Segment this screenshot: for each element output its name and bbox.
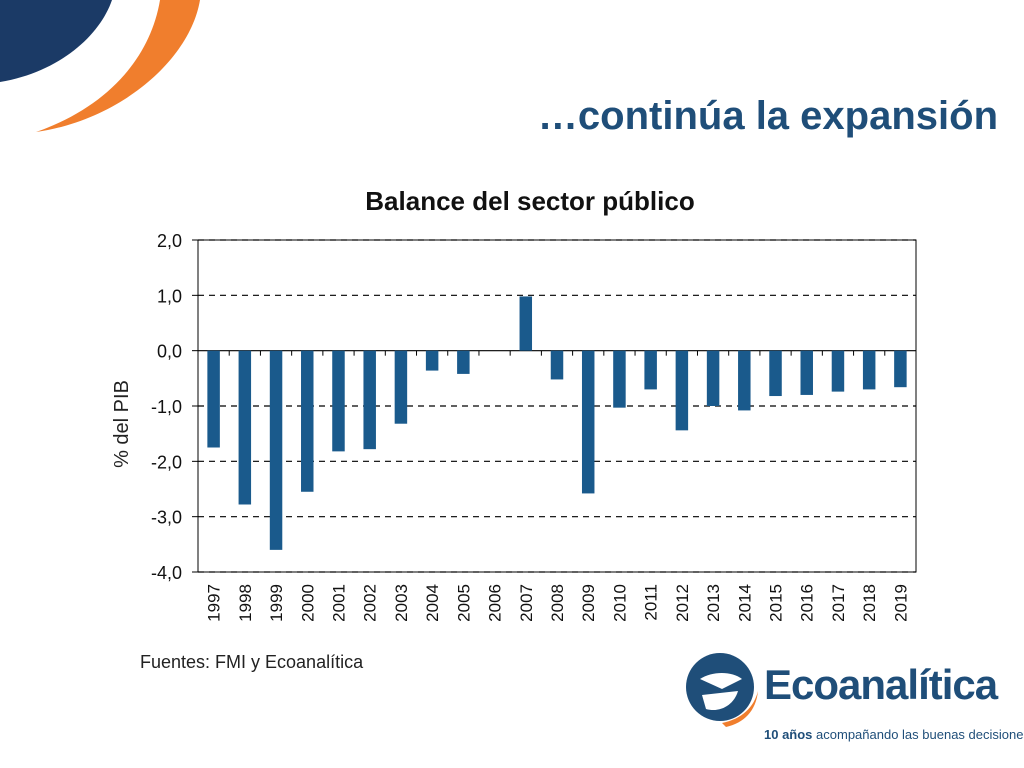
x-tick-label: 2001: [329, 584, 348, 622]
x-tick-label: 2015: [767, 584, 786, 622]
y-tick-labels: 2,0 1,0 0,0 -1,0 -2,0 -3,0 -4,0: [151, 231, 182, 583]
bar-2001: [332, 350, 345, 452]
bar-2015: [769, 350, 782, 397]
bar-2013: [706, 350, 720, 406]
x-tick-label: 2017: [829, 584, 848, 622]
chart-title: Balance del sector público: [365, 186, 694, 216]
bars: [207, 296, 907, 550]
bar-2007: [519, 296, 533, 351]
corner-navy-shape: [0, 0, 112, 82]
bar-2008: [550, 350, 564, 380]
y-tick-label: -2,0: [151, 452, 182, 472]
logo-emblem-icon: [686, 653, 758, 727]
bar-2017: [831, 350, 845, 392]
bar-2003: [394, 350, 408, 424]
bar-1997: [207, 350, 220, 448]
x-tick-label: 2012: [673, 584, 692, 622]
x-tick-label: 2005: [454, 584, 473, 622]
x-tick-label: 2019: [891, 584, 910, 622]
bar-2012: [675, 350, 689, 431]
bar-chart: Balance del sector público % del PIB 2,0…: [111, 186, 917, 622]
bar-2016: [800, 350, 813, 395]
bar-2010: [613, 350, 626, 408]
x-tick-label: 1998: [236, 584, 255, 622]
bar-2002: [363, 350, 376, 450]
source-note: Fuentes: FMI y Ecoanalítica: [140, 652, 364, 672]
x-tick-label: 2009: [579, 584, 598, 622]
bar-2011: [644, 350, 657, 390]
x-tick-label: 2007: [517, 584, 536, 622]
x-tick-label: 2004: [423, 584, 442, 622]
x-tick-label: 1997: [205, 584, 224, 622]
bar-1999: [269, 350, 283, 550]
x-tick-label: 2010: [610, 584, 629, 622]
y-tick-label: 0,0: [157, 342, 182, 362]
x-tick-label: 2011: [642, 584, 661, 621]
gridlines: [192, 239, 916, 573]
bar-2018: [862, 350, 876, 390]
x-tick-label: 2018: [860, 584, 879, 622]
x-tick-label: 2006: [486, 584, 505, 622]
y-tick-label: 2,0: [157, 231, 182, 251]
x-tick-label: 2003: [392, 584, 411, 622]
bar-2000: [301, 350, 314, 492]
x-tick-label: 2013: [704, 584, 723, 622]
plot-frame: [197, 239, 917, 573]
logo-tagline: 10 años acompañando las buenas decisione…: [764, 727, 1024, 742]
x-tick-label: 1999: [267, 584, 286, 622]
x-tick-labels: 1997 1998 1999 2000 2001 2002 2003 2004 2005 2006…: [197, 350, 910, 622]
slide-title: …continúa la expansión: [537, 94, 998, 138]
tagline-rest: acompañando las buenas decisiones: [812, 727, 1024, 742]
bar-2004: [425, 350, 439, 371]
logo-name: Ecoanalítica: [764, 661, 998, 708]
bar-2009: [581, 350, 595, 494]
ecoanalitica-logo: Ecoanalítica 10 años acompañando las bue…: [682, 645, 1024, 755]
x-tick-label: 2002: [361, 584, 380, 622]
corner-orange-swoosh: [36, 0, 200, 132]
bar-1998: [238, 350, 252, 505]
x-tick-label: 2000: [298, 584, 317, 622]
x-tick-label: 2014: [735, 584, 754, 622]
x-tick-label: 2008: [548, 584, 567, 622]
y-tick-label: -3,0: [151, 508, 182, 528]
y-tick-label: -1,0: [151, 397, 182, 417]
tagline-bold: 10 años: [764, 727, 813, 742]
bar-2005: [457, 350, 470, 374]
y-tick-label: -4,0: [151, 563, 182, 583]
x-tick-label: 2016: [798, 584, 817, 622]
bar-2019: [894, 350, 907, 388]
y-axis-label: % del PIB: [111, 380, 133, 468]
bar-2014: [738, 350, 751, 411]
y-tick-label: 1,0: [157, 286, 182, 306]
corner-decoration: [0, 0, 200, 132]
